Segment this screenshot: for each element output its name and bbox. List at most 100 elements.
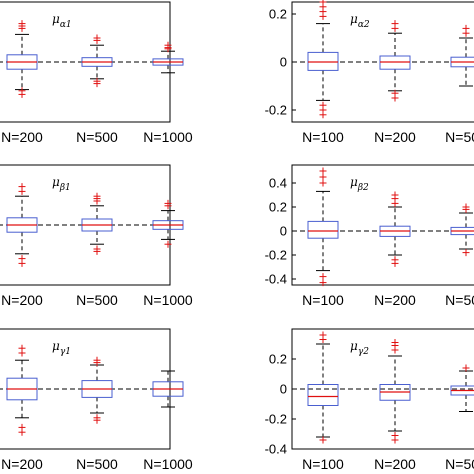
outlier-marker xyxy=(164,240,172,248)
outlier-marker xyxy=(319,111,327,119)
outlier-marker xyxy=(319,273,327,281)
box-N=500 xyxy=(450,364,474,412)
outlier-marker xyxy=(93,356,101,364)
category-label: N=1000 xyxy=(143,129,193,145)
box-N=500 xyxy=(81,356,113,424)
outlier-marker xyxy=(319,173,327,181)
y-tick-label: -0.2 xyxy=(265,248,287,263)
outlier-marker xyxy=(391,20,399,28)
y-tick-label: 0 xyxy=(280,224,287,239)
outlier-marker xyxy=(18,259,26,267)
outlier-marker xyxy=(18,90,26,98)
box-N=100 xyxy=(307,331,339,444)
title-subscript: β2 xyxy=(357,183,369,193)
panel-4: N=200 N=500 N=1000 μγ1 xyxy=(0,328,193,472)
y-tick-label: 0.2 xyxy=(269,7,287,22)
y-tick-label: 0.4 xyxy=(269,176,287,191)
panel-title: μγ1 xyxy=(52,339,71,357)
iqr-box xyxy=(307,384,339,406)
outlier-marker xyxy=(391,339,399,346)
outlier-marker xyxy=(391,259,399,267)
y-tick-label: 0 xyxy=(280,382,287,397)
outlier-marker xyxy=(319,436,327,444)
panel-title: μα1 xyxy=(52,12,72,30)
category-label: N=500 xyxy=(76,129,118,145)
box-N=200 xyxy=(6,344,38,436)
category-label: N=200 xyxy=(374,129,416,145)
panel-title: μγ2 xyxy=(350,339,369,357)
box-N=100 xyxy=(307,167,339,287)
title-subscript: α2 xyxy=(358,20,370,30)
title-symbol: μ xyxy=(350,175,358,189)
outlier-marker xyxy=(319,179,327,187)
outlier-marker xyxy=(18,428,26,436)
title-symbol: μ xyxy=(52,12,60,26)
title-subscript: α1 xyxy=(60,20,72,30)
y-tick-label: -0.2 xyxy=(265,412,287,427)
outlier-marker xyxy=(319,167,327,175)
outlier-marker xyxy=(164,199,172,207)
panel-title: μβ1 xyxy=(52,175,71,193)
panel-title: μβ2 xyxy=(350,175,369,193)
outlier-marker xyxy=(462,364,470,372)
y-tick-label: -0.2 xyxy=(265,103,287,118)
category-label: N=500 xyxy=(445,456,474,472)
y-tick-label: -0.4 xyxy=(265,442,287,457)
outlier-marker xyxy=(319,331,327,339)
y-tick-label: 0 xyxy=(280,55,287,70)
outlier-marker xyxy=(93,416,101,424)
box-N=500 xyxy=(81,192,113,255)
title-subscript: β1 xyxy=(59,183,71,193)
box-N=500 xyxy=(81,34,113,88)
panel-title: μα2 xyxy=(350,12,370,30)
category-label: N=200 xyxy=(1,292,43,308)
box-N=200 xyxy=(379,191,411,267)
category-label: N=200 xyxy=(1,129,43,145)
outlier-marker xyxy=(18,24,26,32)
category-label: N=100 xyxy=(302,292,344,308)
category-label: N=1000 xyxy=(143,292,193,308)
outlier-marker xyxy=(93,247,101,255)
outlier-marker xyxy=(164,45,172,53)
outlier-marker xyxy=(93,80,101,88)
outlier-marker xyxy=(18,344,26,352)
panel-1: 0.2 0 -0.2 N=100 N=200 N=500 μα2 xyxy=(265,0,474,145)
outlier-marker xyxy=(462,24,470,32)
category-label: N=500 xyxy=(76,456,118,472)
outlier-marker xyxy=(93,197,101,205)
outlier-marker xyxy=(391,436,399,444)
category-label: N=100 xyxy=(302,129,344,145)
box-N=1000 xyxy=(152,370,184,408)
category-label: N=100 xyxy=(302,456,344,472)
y-tick-label: 0.2 xyxy=(269,352,287,367)
title-symbol: μ xyxy=(350,12,358,26)
title-subscript: γ1 xyxy=(60,347,71,357)
category-label: N=200 xyxy=(374,456,416,472)
category-label: N=1000 xyxy=(143,456,193,472)
outlier-marker xyxy=(462,249,470,257)
outlier-marker xyxy=(391,191,399,199)
iqr-box xyxy=(307,220,339,239)
outlier-marker xyxy=(18,183,26,191)
y-tick-label: 0.2 xyxy=(269,200,287,215)
box-N=200 xyxy=(379,339,411,444)
panel-3: 0.4 0.2 0 -0.2 -0.4 N=100 N=200 N=500 μβ2 xyxy=(265,164,474,308)
box-N=100 xyxy=(307,0,339,119)
box-N=200 xyxy=(6,183,38,267)
box-N=500 xyxy=(450,203,474,257)
panel-2: N=200 N=500 N=1000 μβ1 xyxy=(0,164,193,308)
box-N=500 xyxy=(450,24,474,87)
outlier-marker xyxy=(319,279,327,287)
box-N=200 xyxy=(379,20,411,102)
category-label: N=200 xyxy=(1,456,43,472)
title-symbol: μ xyxy=(350,339,358,353)
category-label: N=200 xyxy=(374,292,416,308)
title-subscript: γ2 xyxy=(358,347,369,357)
outlier-marker xyxy=(93,34,101,42)
box-N=200 xyxy=(6,20,38,98)
title-symbol: μ xyxy=(52,175,60,189)
panel-frame xyxy=(291,164,474,286)
category-label: N=500 xyxy=(76,292,118,308)
panel-0: N=200 N=500 N=1000 μα1 xyxy=(0,1,193,145)
